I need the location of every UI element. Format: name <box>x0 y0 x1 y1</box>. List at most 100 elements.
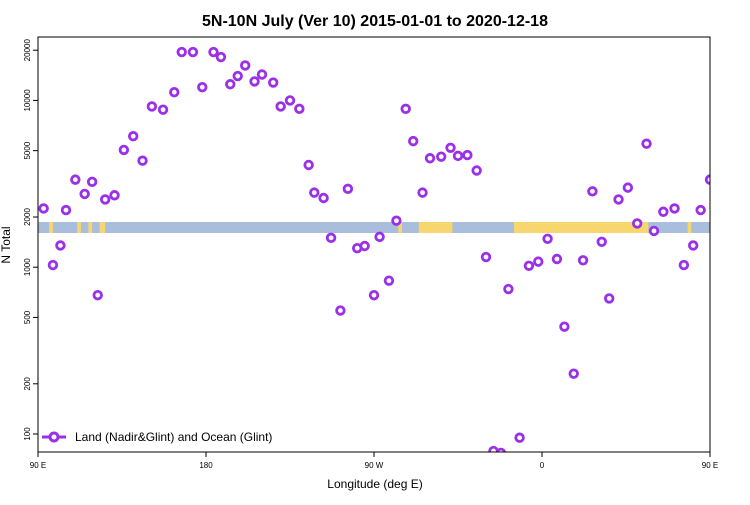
data-point <box>359 240 370 252</box>
data-point <box>480 251 492 263</box>
data-point <box>568 368 579 379</box>
data-point <box>303 159 314 171</box>
data-point <box>79 188 90 200</box>
data-point <box>641 138 652 149</box>
data-point <box>92 289 103 301</box>
data-point <box>678 259 690 271</box>
data-point <box>495 447 507 452</box>
land-region <box>430 222 453 233</box>
data-point <box>695 204 706 216</box>
data-point <box>408 135 419 147</box>
data-point <box>146 101 158 112</box>
y-tick-label: 100 <box>23 427 32 441</box>
data-point <box>391 215 402 226</box>
data-point <box>118 144 130 156</box>
x-tick-label: 90 E <box>702 461 718 470</box>
y-tick-label: 20000 <box>23 39 32 62</box>
data-point <box>462 149 473 161</box>
plot-frame <box>37 36 711 453</box>
data-point <box>232 70 243 82</box>
data-point <box>208 46 219 58</box>
data-point <box>127 131 139 142</box>
data-point <box>622 182 634 193</box>
data-point <box>738 196 746 204</box>
legend-marker <box>48 431 60 443</box>
data-point <box>452 150 464 162</box>
data-point <box>318 192 329 204</box>
data-point <box>551 253 563 265</box>
data-point <box>335 305 346 316</box>
land-region <box>398 222 402 233</box>
data-point <box>239 60 251 71</box>
land-region <box>99 222 106 233</box>
data-point <box>688 240 699 251</box>
data-point <box>197 82 208 93</box>
x-tick-label: 0 <box>540 461 545 470</box>
land-region <box>77 222 81 233</box>
data-point <box>596 236 607 248</box>
data-point <box>533 256 544 267</box>
data-point <box>99 194 111 205</box>
data-point <box>417 187 428 198</box>
y-tick-label: 1000 <box>23 258 32 276</box>
data-point <box>730 291 738 299</box>
data-point <box>523 260 535 271</box>
y-axis-ticks: 100 200 500 1000 2000 5000 10000 20000 <box>23 39 38 441</box>
data-point <box>256 69 268 80</box>
data-point <box>542 233 553 245</box>
data-point <box>309 187 320 198</box>
legend: Land (Nadir&Glint) and Ocean (Glint) <box>42 430 272 444</box>
ocean-band <box>38 222 710 233</box>
data-point <box>225 79 236 90</box>
data-point <box>445 142 456 153</box>
data-point <box>70 174 81 185</box>
data-point <box>717 190 725 198</box>
data-point <box>268 77 279 88</box>
x-tick-label: 90 E <box>30 461 46 470</box>
data-point <box>514 432 525 443</box>
data-point <box>669 203 680 214</box>
land-ocean-band <box>38 222 710 233</box>
land-region <box>88 222 93 233</box>
data-point <box>383 275 395 286</box>
data-point <box>577 255 589 266</box>
data-point <box>47 259 59 271</box>
data-point <box>187 46 199 58</box>
data-point <box>400 103 411 115</box>
data-point <box>471 165 482 176</box>
land-region <box>687 222 692 233</box>
data-point <box>169 87 180 98</box>
data-point <box>648 225 660 237</box>
data-point <box>342 183 354 195</box>
data-point <box>604 293 615 304</box>
y-axis-label: N Total <box>0 226 13 263</box>
data-point <box>215 51 227 63</box>
data-point <box>284 95 296 106</box>
x-axis-ticks: 90 E 180 90 W 0 90 E <box>30 452 718 470</box>
data-point <box>275 101 286 112</box>
data-point <box>658 206 669 217</box>
data-point <box>176 46 187 58</box>
land-region <box>49 222 53 233</box>
data-point <box>725 178 733 186</box>
data-point <box>137 155 148 166</box>
data-point <box>249 76 260 87</box>
legend-label: Land (Nadir&Glint) and Ocean (Glint) <box>75 430 272 444</box>
data-point <box>368 289 380 301</box>
data-point <box>38 203 49 214</box>
data-point <box>109 190 120 201</box>
y-tick-label: 200 <box>23 377 32 391</box>
x-tick-label: 180 <box>199 461 213 470</box>
data-point <box>436 151 447 162</box>
data-points <box>38 46 746 452</box>
data-point <box>55 240 66 251</box>
data-point <box>86 176 98 188</box>
data-point <box>503 283 514 295</box>
y-tick-label: 2000 <box>23 208 32 226</box>
data-point <box>632 218 643 229</box>
data-point <box>294 103 305 115</box>
data-point <box>587 186 598 197</box>
land-region <box>514 222 649 233</box>
